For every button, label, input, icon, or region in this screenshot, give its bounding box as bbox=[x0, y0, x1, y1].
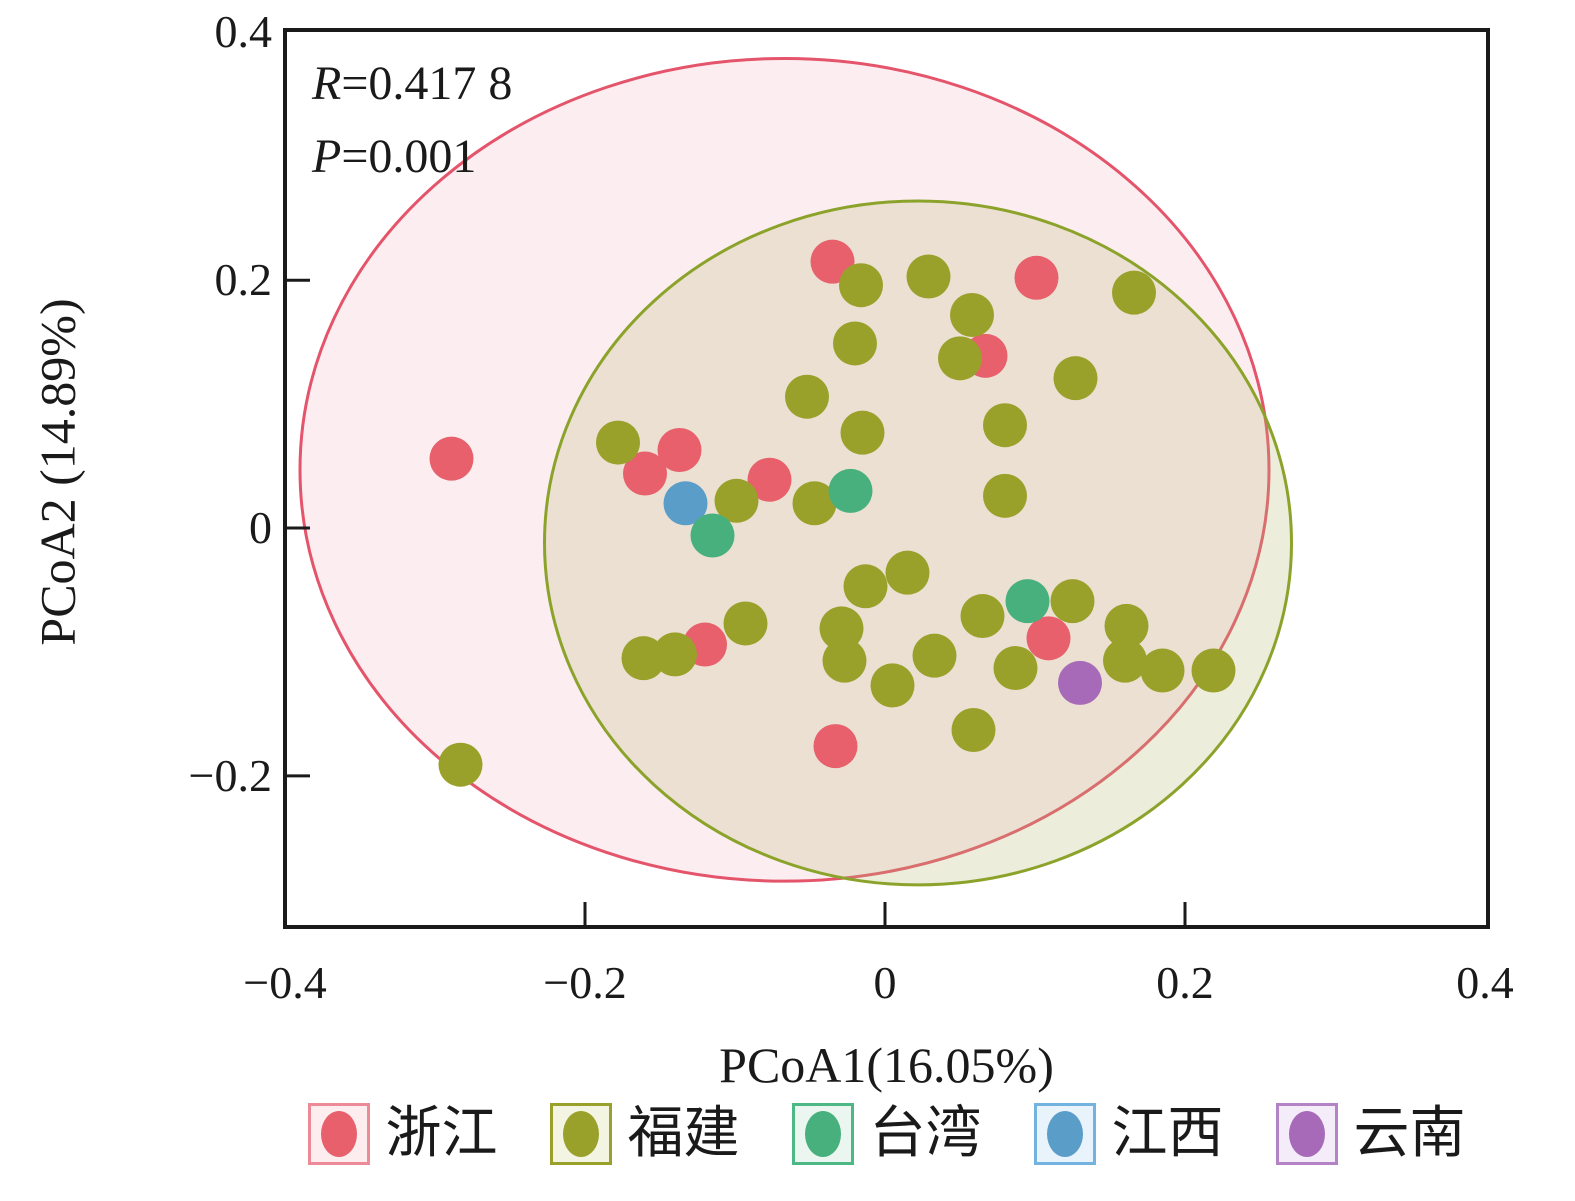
point-fujian bbox=[723, 601, 768, 646]
point-fujian bbox=[833, 321, 877, 366]
legend-marker-icon-zhejiang bbox=[320, 1111, 357, 1157]
x-tick-label-1: −0.2 bbox=[543, 957, 627, 1008]
legend-swatch-box-taiwan bbox=[791, 1103, 854, 1165]
y-tick-label-3: −0.2 bbox=[188, 749, 272, 801]
x-tick-label-2: 0 bbox=[873, 957, 897, 1008]
y-tick-label-2: 0 bbox=[249, 502, 272, 554]
legend-item-jiangxi: 江西 bbox=[1033, 1103, 1224, 1165]
point-fujian bbox=[819, 606, 864, 651]
point-fujian bbox=[822, 638, 867, 683]
point-fujian bbox=[906, 254, 951, 299]
point-fujian bbox=[885, 550, 930, 595]
point-fujian bbox=[912, 633, 957, 678]
legend-label-fujian: 福建 bbox=[627, 1103, 740, 1165]
x-tick-label-4: 0.4 bbox=[1456, 957, 1514, 1008]
point-jiangxi bbox=[663, 481, 708, 526]
y-tick-label-0: 0.4 bbox=[214, 6, 273, 58]
confidence-ellipse-fujian bbox=[543, 199, 1293, 887]
point-fujian bbox=[983, 403, 1027, 448]
legend-marker-icon-jiangxi bbox=[1046, 1111, 1083, 1157]
point-fujian bbox=[951, 708, 996, 753]
point-taiwan bbox=[1005, 579, 1050, 624]
plot-frame bbox=[283, 28, 1490, 929]
legend-label-zhejiang: 浙江 bbox=[385, 1103, 498, 1165]
x-tick-label-0: −0.4 bbox=[243, 957, 327, 1008]
point-fujian bbox=[1112, 270, 1156, 315]
legend-label-jiangxi: 江西 bbox=[1111, 1103, 1224, 1165]
legend-marker-icon-yunnan bbox=[1288, 1111, 1325, 1157]
point-zhejiang bbox=[1014, 255, 1059, 300]
point-zhejiang bbox=[747, 457, 792, 502]
legend-swatch-box-fujian bbox=[549, 1103, 612, 1165]
point-fujian bbox=[1140, 648, 1185, 693]
point-fujian bbox=[596, 420, 640, 465]
point-yunnan bbox=[1058, 660, 1102, 705]
anosim-annotation: R=0.417 8 P=0.001 bbox=[312, 48, 512, 194]
point-fujian bbox=[870, 663, 915, 708]
point-fujian bbox=[714, 478, 759, 523]
point-fujian bbox=[1103, 638, 1147, 683]
legend-item-yunnan: 云南 bbox=[1275, 1103, 1466, 1165]
point-fujian bbox=[1104, 603, 1149, 648]
point-fujian bbox=[1191, 648, 1236, 693]
y-tick-label-1: 0.2 bbox=[214, 254, 273, 306]
legend-swatch-box-jiangxi bbox=[1033, 1103, 1096, 1165]
legend-swatch-box-zhejiang bbox=[307, 1103, 370, 1165]
point-fujian bbox=[840, 410, 885, 455]
point-fujian bbox=[1053, 356, 1098, 401]
point-zhejiang bbox=[429, 436, 474, 481]
legend-item-taiwan: 台湾 bbox=[791, 1103, 982, 1165]
point-zhejiang bbox=[813, 724, 858, 769]
legend-label-taiwan: 台湾 bbox=[869, 1103, 982, 1165]
legend-label-yunnan: 云南 bbox=[1353, 1103, 1466, 1165]
point-fujian bbox=[960, 594, 1005, 639]
point-fujian bbox=[438, 742, 483, 787]
anosim-p-text: P=0.001 bbox=[312, 129, 477, 183]
x-tick-label-3: 0.2 bbox=[1156, 957, 1214, 1008]
point-zhejiang bbox=[623, 451, 667, 496]
point-fujian bbox=[938, 336, 982, 381]
point-fujian bbox=[993, 646, 1038, 691]
point-zhejiang bbox=[657, 428, 702, 473]
point-fujian bbox=[785, 374, 829, 419]
point-taiwan bbox=[690, 513, 735, 558]
legend-marker-icon-taiwan bbox=[804, 1111, 841, 1157]
point-fujian bbox=[839, 263, 883, 308]
anosim-r-text: R=0.417 8 bbox=[312, 57, 513, 110]
legend-swatch-box-yunnan bbox=[1275, 1103, 1338, 1165]
point-fujian bbox=[792, 481, 837, 526]
point-taiwan bbox=[828, 468, 873, 513]
point-fujian bbox=[653, 632, 697, 677]
point-fujian bbox=[843, 564, 888, 609]
legend-item-fujian: 福建 bbox=[549, 1103, 740, 1165]
legend-item-zhejiang: 浙江 bbox=[307, 1103, 498, 1165]
x-axis-title: PCoA1(16.05%) bbox=[719, 1037, 1054, 1093]
legend-marker-icon-fujian bbox=[562, 1111, 599, 1157]
point-fujian bbox=[983, 473, 1027, 518]
legend: 浙江 福建 台湾 江西 云南 bbox=[285, 1103, 1488, 1165]
point-fujian bbox=[950, 292, 994, 337]
point-zhejiang bbox=[1026, 616, 1071, 661]
point-fujian bbox=[1050, 579, 1095, 624]
